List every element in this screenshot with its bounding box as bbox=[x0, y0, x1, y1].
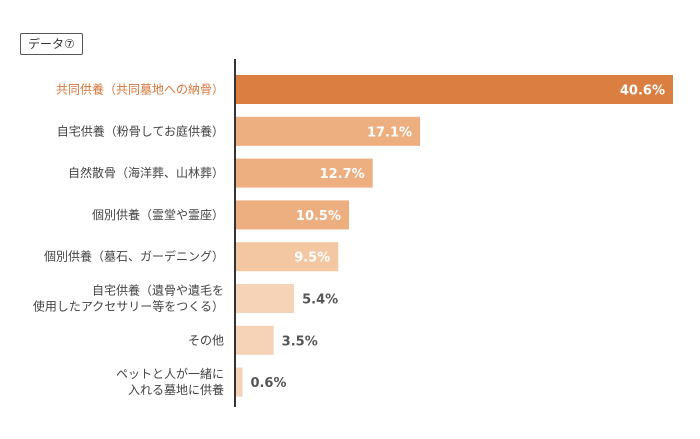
bar-3 bbox=[236, 200, 350, 230]
data-tag: データ⑦ bbox=[20, 33, 83, 55]
value-label-7: 0.6% bbox=[250, 376, 286, 391]
bar-5 bbox=[236, 284, 295, 313]
bar-1 bbox=[236, 116, 421, 146]
category-label-4: 個別供養（墓石、ガーデニング） bbox=[44, 249, 224, 264]
category-label-0: 共同供養（共同墓地への納骨） bbox=[56, 82, 224, 97]
bar-4 bbox=[236, 242, 339, 272]
category-label-3: 個別供養（霊堂や霊座） bbox=[92, 207, 224, 222]
category-label-7: ペットと人が一緒に入れる墓地に供養 bbox=[116, 366, 224, 397]
category-label-5: 自宅供養（遺骨や遺毛を使用したアクセサリー等をつくる） bbox=[33, 283, 224, 314]
value-label-2: 12.7% bbox=[320, 167, 365, 182]
bars-group bbox=[236, 75, 673, 397]
bar-6 bbox=[236, 325, 274, 355]
value-labels-group: 40.6% 17.1% 12.7% 10.5% 9.5% 5.4% 3.5% 0.6% bbox=[250, 84, 665, 392]
value-label-6: 3.5% bbox=[282, 334, 318, 349]
value-label-4: 9.5% bbox=[294, 251, 330, 266]
category-label-1: 自宅供養（粉骨してお庭供養） bbox=[57, 123, 224, 138]
value-label-1: 17.1% bbox=[367, 125, 412, 140]
value-label-5: 5.4% bbox=[302, 293, 338, 308]
category-label-2: 自然散骨（海洋葬、山林葬） bbox=[68, 165, 224, 180]
category-labels-group: 共同供養（共同墓地への納骨） 自宅供養（粉骨してお庭供養） 自然散骨（海洋葬、山林葬… bbox=[33, 82, 224, 398]
bar-0 bbox=[236, 75, 673, 104]
value-label-0: 40.6% bbox=[620, 84, 665, 99]
value-label-3: 10.5% bbox=[296, 209, 341, 224]
category-label-6: その他 bbox=[188, 333, 224, 347]
bar-7 bbox=[236, 367, 243, 397]
bar-2 bbox=[236, 158, 373, 188]
